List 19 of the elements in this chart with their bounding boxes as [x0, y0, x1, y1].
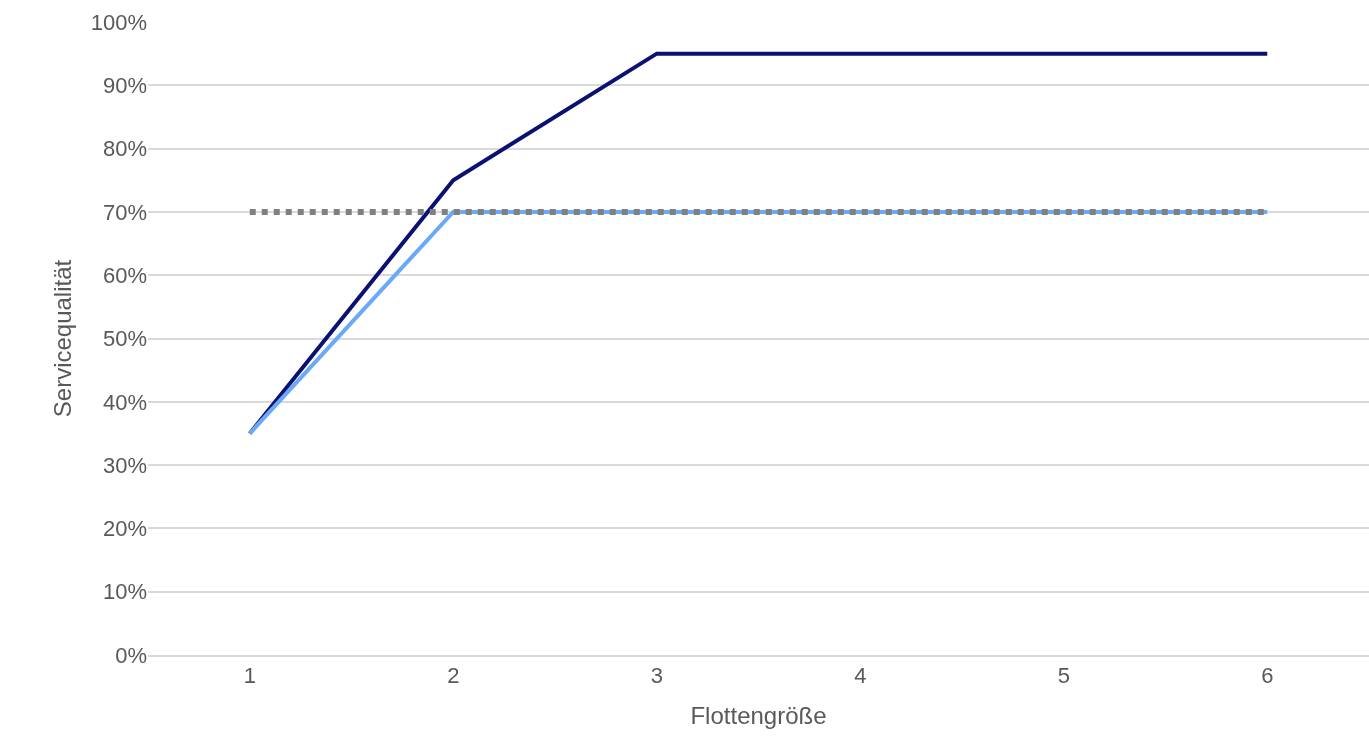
- y-tick-label: 80%: [102, 136, 147, 162]
- x-tick-label: 4: [854, 663, 867, 689]
- y-tick-label: 100%: [90, 9, 147, 35]
- y-tick-label: 90%: [102, 73, 147, 98]
- x-tick-label: 1: [243, 663, 256, 689]
- y-tick-label: 10%: [102, 579, 147, 605]
- y-tick-label: 60%: [102, 262, 147, 288]
- x-axis-title: Flottengröße: [690, 701, 827, 729]
- x-tick-label: 3: [650, 663, 663, 689]
- y-tick-label: 50%: [102, 326, 147, 352]
- y-tick-label: 40%: [102, 389, 147, 415]
- y-tick-label: 20%: [102, 516, 147, 542]
- y-tick-label: 30%: [102, 452, 147, 478]
- y-tick-label: 70%: [102, 199, 147, 225]
- x-tick-label: 5: [1057, 663, 1070, 689]
- y-tick-label: 0%: [115, 642, 147, 668]
- x-tick-label: 6: [1261, 663, 1274, 689]
- y-axis-title: Servicequalität: [48, 259, 76, 418]
- x-tick-label: 2: [447, 663, 460, 689]
